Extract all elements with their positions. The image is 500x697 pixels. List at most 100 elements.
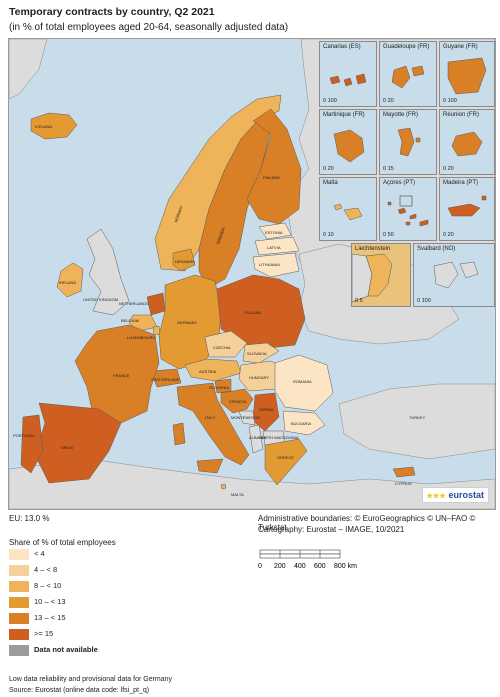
footnote: Low data reliability and provisional dat…	[9, 676, 173, 683]
inset-shape	[433, 261, 479, 289]
legend-label: Data not available	[34, 645, 98, 654]
label-iceland: ICELAND	[35, 124, 52, 129]
label-portugal: PORTUGAL	[13, 433, 36, 438]
country-ireland[interactable]	[56, 262, 84, 298]
label-poland: POLAND	[245, 310, 262, 315]
country-montenegro[interactable]	[238, 410, 256, 426]
scale-tick: 800 km	[334, 563, 357, 570]
inset-guyane: Guyane (FR) 0 100	[439, 41, 495, 107]
label-sweden: SWEDEN	[215, 227, 226, 245]
country-netherlands[interactable]	[146, 292, 166, 316]
legend-swatch	[9, 645, 29, 656]
country-denmark[interactable]	[172, 248, 196, 272]
legend-label: >= 15	[34, 629, 54, 638]
legend-label: 13 – < 15	[34, 613, 66, 622]
inset-scale: 0 10	[323, 232, 334, 238]
eu-stars-icon: ★★★	[426, 493, 446, 500]
country-portugal[interactable]	[20, 414, 44, 474]
inset-malta: Malta 0 10	[319, 177, 377, 241]
inset-mayotte: Mayotte (FR) 0 15	[379, 109, 437, 175]
country-spain[interactable]	[34, 402, 122, 484]
label-romania: ROMANIA	[293, 379, 312, 384]
inset-scale: 0 20	[383, 98, 394, 104]
inset-madeira: Madeira (PT) 0 20	[439, 177, 495, 241]
scale-tick: 400	[294, 563, 306, 570]
inset-shape	[451, 131, 483, 157]
label-finland: FINLAND	[263, 175, 280, 180]
label-croatia: CROATIA	[229, 399, 247, 404]
legend-swatch	[9, 565, 29, 576]
country-belgium[interactable]	[128, 314, 158, 332]
admin-boundaries-credit: Administrative boundaries: © EuroGeograp…	[258, 514, 476, 532]
inset-name: Guyane (FR)	[443, 44, 478, 50]
label-north-macedonia: NORTH MACEDONIA	[259, 435, 299, 440]
legend-label: < 4	[34, 549, 45, 558]
country-romania[interactable]	[274, 354, 334, 412]
country-cyprus[interactable]	[392, 466, 416, 478]
label-denmark: DENMARK	[175, 259, 195, 264]
label-spain: SPAIN	[61, 445, 73, 450]
inset-name: Svalbard (NO)	[417, 246, 456, 252]
country-croatia[interactable]	[220, 388, 254, 414]
inset-scale: 0 100	[323, 98, 337, 104]
country-albania[interactable]	[248, 424, 264, 454]
label-norway: NORWAY	[173, 205, 184, 223]
map-subtitle: (in % of total employees aged 20-64, sea…	[9, 22, 289, 33]
label-montenegro: MONTENEGRO	[231, 415, 260, 420]
country-luxembourg[interactable]	[152, 325, 161, 336]
scale-tick: 600	[314, 563, 326, 570]
country-france[interactable]	[74, 324, 160, 424]
legend-swatch	[9, 549, 29, 560]
inset-scale: 0 5	[355, 298, 363, 304]
inset-shape	[333, 203, 363, 221]
label-slovakia: SLOVAKIA	[247, 351, 267, 356]
inset-scale: 0 20	[323, 166, 334, 172]
country-bulgaria[interactable]	[282, 410, 326, 436]
country-united-kingdom[interactable]	[86, 228, 130, 316]
country-slovakia[interactable]	[242, 342, 280, 364]
source-note: Source: Eurostat (online data code: lfsi…	[9, 687, 150, 694]
label-austria: AUSTRIA	[199, 369, 217, 374]
legend-label: 10 – < 13	[34, 597, 66, 606]
country-estonia[interactable]	[258, 222, 292, 240]
inset-scale: 0 100	[443, 98, 457, 104]
country-italy[interactable]	[172, 382, 250, 474]
legend-swatch	[9, 581, 29, 592]
scale-tick: 200	[274, 563, 286, 570]
inset-canarias: Canarias (ES) 0 100	[319, 41, 377, 107]
country-switzerland[interactable]	[150, 368, 182, 388]
legend-label: 8 – < 10	[34, 581, 62, 590]
country-lithuania[interactable]	[252, 252, 300, 278]
country-slovenia[interactable]	[214, 378, 232, 394]
country-iceland[interactable]	[30, 112, 78, 140]
scale-tick: 0	[258, 563, 262, 570]
map-frame: ICELAND IRELAND UNITED KINGDOM NORWAY SW…	[8, 38, 496, 510]
inset-shape	[333, 129, 365, 163]
label-latvia: LATVIA	[267, 245, 281, 250]
inset-shape	[352, 253, 393, 303]
map-title: Temporary contracts by country, Q2 2021	[9, 6, 215, 18]
turkey-land	[338, 383, 495, 460]
inset-shape	[447, 195, 487, 217]
country-malta[interactable]	[220, 483, 227, 490]
north-africa-land	[9, 458, 495, 509]
label-czechia: CZECHIA	[213, 345, 231, 350]
inset-name: Madeira (PT)	[443, 180, 479, 186]
inset-name: Mayotte (FR)	[383, 112, 419, 118]
country-greece[interactable]	[264, 438, 308, 486]
legend-label: 4 – < 8	[34, 565, 58, 574]
label-hungary: HUNGARY	[249, 375, 269, 380]
inset-shape	[391, 65, 425, 89]
scale-bar: 0 200 400 600 800 km	[258, 549, 357, 570]
eu-average: EU: 13.0 %	[9, 514, 50, 523]
country-czechia[interactable]	[204, 330, 248, 358]
label-greece: GREECE	[277, 455, 294, 460]
label-serbia: SERBIA	[259, 407, 274, 412]
inset-scale: 0 20	[443, 166, 454, 172]
inset-name: Réunion (FR)	[443, 112, 480, 118]
label-italy: ITALY	[205, 415, 216, 420]
label-united-kingdom: UNITED KINGDOM	[83, 297, 118, 302]
legend-swatch	[9, 613, 29, 624]
country-latvia[interactable]	[254, 236, 300, 256]
inset-name: Malta	[323, 180, 338, 186]
